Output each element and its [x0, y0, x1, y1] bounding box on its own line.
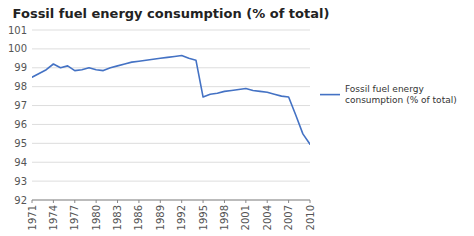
legend-label: Fossil fuel energyconsumption (% of tota…	[345, 84, 457, 105]
x-tick-label: 1986	[133, 205, 144, 230]
grid-line	[32, 105, 310, 106]
x-tick-label: 1974	[48, 205, 59, 230]
x-tick	[53, 200, 54, 203]
x-tick-label: 2001	[240, 205, 251, 230]
grid-line	[32, 86, 310, 87]
background	[0, 0, 474, 236]
legend: Fossil fuel energyconsumption (% of tota…	[320, 84, 457, 105]
y-tick-label: 98	[14, 81, 27, 92]
x-tick-label: 2007	[283, 205, 294, 230]
grid-line	[32, 30, 310, 31]
x-axis-line	[32, 200, 310, 201]
x-tick-label: 1998	[219, 205, 230, 230]
grid-line	[32, 67, 310, 68]
x-tick-label: 1983	[112, 205, 123, 230]
title: Fossil fuel energy consumption (% of tot…	[13, 6, 330, 21]
y-tick-label: 99	[14, 62, 27, 73]
y-tick-label: 101	[8, 25, 27, 36]
x-tick	[181, 200, 182, 203]
chart-container: Fossil fuel energy consumption (% of tot…	[0, 0, 474, 236]
grid-line	[32, 124, 310, 125]
y-tick-label: 92	[14, 195, 27, 206]
legend-swatch	[320, 94, 340, 96]
y-tick-label: 93	[14, 176, 27, 187]
grid-line	[32, 48, 310, 49]
x-axis: 1971 1974 1977 1980 1983 1986 1989 1992 1995 1998…	[27, 200, 316, 230]
chart: Fossil fuel energy consumption (% of tot…	[0, 0, 474, 236]
x-tick-label: 2004	[262, 205, 273, 230]
x-tick	[203, 200, 204, 203]
grid-line	[32, 181, 310, 182]
x-tick	[117, 200, 118, 203]
x-tick	[267, 200, 268, 203]
y-tick-label: 97	[14, 100, 27, 111]
x-tick-label: 1980	[91, 205, 102, 230]
x-tick	[310, 200, 311, 203]
x-tick	[32, 200, 33, 203]
x-tick	[224, 200, 225, 203]
x-tick	[74, 200, 75, 203]
x-tick	[245, 200, 246, 203]
grid-line	[32, 143, 310, 144]
grid-line	[32, 162, 310, 163]
grid-line	[32, 200, 310, 201]
x-tick	[160, 200, 161, 203]
y-tick-label: 100	[8, 43, 27, 54]
y-axis: 92 93 94 95 96 97 98 99 100 101	[8, 25, 310, 206]
x-tick-label: 2010	[305, 205, 316, 230]
series-line	[32, 56, 310, 145]
x-tick-label: 1971	[27, 205, 38, 230]
x-tick	[138, 200, 139, 203]
y-tick-label: 94	[14, 157, 27, 168]
y-tick-label: 95	[14, 138, 27, 149]
x-tick-label: 1992	[176, 205, 187, 230]
y-tick-label: 96	[14, 119, 27, 130]
x-tick	[96, 200, 97, 203]
x-tick-label: 1995	[198, 205, 209, 230]
plot-area	[32, 56, 310, 145]
x-tick-label: 1977	[69, 205, 80, 230]
x-tick-label: 1989	[155, 205, 166, 230]
x-tick	[288, 200, 289, 203]
